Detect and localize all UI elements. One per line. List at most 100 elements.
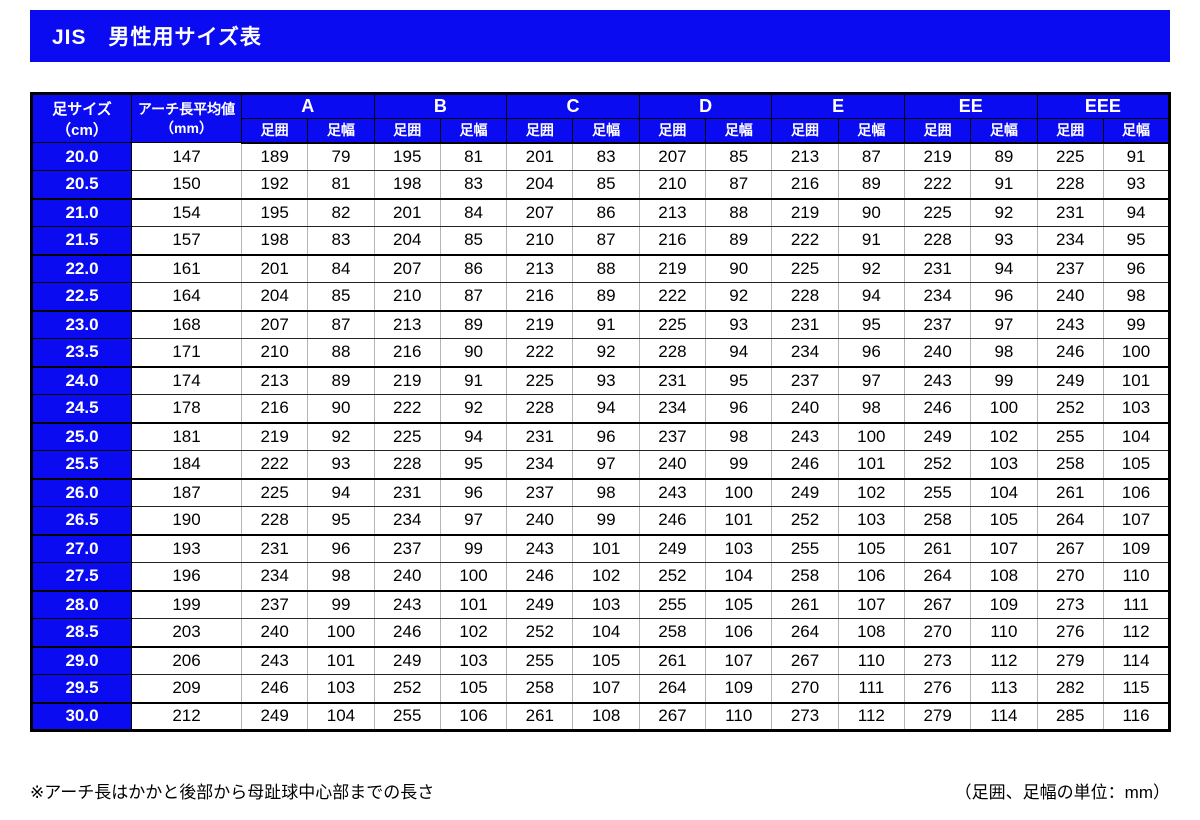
foot-girth-cell: 228 xyxy=(903,226,971,256)
foot-width-cell: 88 xyxy=(572,254,640,283)
arch-length-cell: 196 xyxy=(131,562,242,592)
foot-girth-cell: 213 xyxy=(771,142,839,171)
arch-length-header-line2: （mm） xyxy=(160,119,213,136)
foot-girth-cell: 240 xyxy=(506,506,573,536)
arch-length-cell: 150 xyxy=(131,170,242,200)
foot-girth-header: 足囲 xyxy=(638,118,707,144)
foot-width-cell: 102 xyxy=(439,618,507,648)
page-title: JIS 男性用サイズ表 xyxy=(52,26,262,49)
foot-width-cell: 109 xyxy=(970,590,1038,619)
foot-width-cell: 93 xyxy=(970,226,1038,256)
foot-girth-cell: 243 xyxy=(1036,310,1104,339)
foot-girth-cell: 264 xyxy=(1036,506,1104,536)
foot-width-header: 足幅 xyxy=(970,118,1038,144)
foot-girth-cell: 240 xyxy=(638,450,706,480)
foot-girth-cell: 240 xyxy=(240,618,308,648)
foot-girth-cell: 246 xyxy=(240,674,308,704)
foot-girth-cell: 213 xyxy=(240,366,308,395)
foot-girth-cell: 270 xyxy=(771,674,839,704)
foot-girth-cell: 255 xyxy=(1036,422,1104,451)
foot-width-cell: 83 xyxy=(439,170,507,200)
table-row: 27.0 193 231 96 237 99 243 101 249 103 255 105 261 10… xyxy=(31,534,1170,563)
foot-width-cell: 95 xyxy=(439,450,507,480)
foot-girth-cell: 228 xyxy=(373,450,441,480)
foot-width-cell: 108 xyxy=(572,702,640,731)
footnotes: ※アーチ長はかかと後部から母趾球中心部までの長さ （足囲、足幅の単位：mm） xyxy=(30,778,1170,803)
foot-girth-cell: 261 xyxy=(771,590,839,619)
foot-girth-cell: 189 xyxy=(240,142,308,171)
foot-width-cell: 107 xyxy=(837,590,905,619)
foot-girth-cell: 234 xyxy=(771,338,839,368)
foot-girth-cell: 270 xyxy=(1036,562,1104,592)
foot-width-cell: 103 xyxy=(705,534,772,563)
header-group-row: 足サイズ（cm） アーチ長平均値 （mm） A B C D E EE EEE xyxy=(31,93,1171,143)
foot-girth-cell: 267 xyxy=(638,702,706,731)
foot-girth-cell: 222 xyxy=(373,394,441,424)
foot-girth-cell: 213 xyxy=(373,310,441,339)
arch-length-cell: 209 xyxy=(131,674,242,704)
table-row: 25.0 181 219 92 225 94 231 96 237 98 243 100 249 102 2… xyxy=(31,422,1170,451)
foot-girth-cell: 249 xyxy=(240,702,308,731)
foot-width-cell: 89 xyxy=(837,170,905,200)
foot-width-cell: 83 xyxy=(307,226,375,256)
foot-width-cell: 92 xyxy=(837,254,905,283)
arch-length-cell: 190 xyxy=(131,506,242,536)
foot-width-cell: 79 xyxy=(307,142,375,171)
foot-girth-cell: 192 xyxy=(240,170,308,200)
foot-width-cell: 99 xyxy=(307,590,375,619)
foot-girth-cell: 228 xyxy=(1036,170,1104,200)
foot-width-cell: 110 xyxy=(837,646,905,675)
foot-width-cell: 98 xyxy=(837,394,905,424)
foot-girth-cell: 249 xyxy=(373,646,441,675)
foot-girth-cell: 213 xyxy=(638,198,706,227)
foot-girth-cell: 249 xyxy=(903,422,971,451)
foot-width-cell: 96 xyxy=(837,338,905,368)
foot-width-cell: 101 xyxy=(572,534,640,563)
arch-length-cell: 181 xyxy=(131,422,242,451)
foot-width-cell: 108 xyxy=(837,618,905,648)
foot-width-cell: 101 xyxy=(307,646,375,675)
foot-size-cell: 21.0 xyxy=(31,198,132,227)
foot-width-cell: 99 xyxy=(1102,310,1170,339)
foot-width-cell: 109 xyxy=(1102,534,1170,563)
foot-width-header: 足幅 xyxy=(439,118,508,144)
foot-width-cell: 94 xyxy=(307,478,375,507)
foot-girth-cell: 252 xyxy=(373,674,441,704)
table-row: 26.0 187 225 94 231 96 237 98 243 100 249 102 255 104… xyxy=(31,478,1170,507)
foot-girth-cell: 273 xyxy=(1036,590,1104,619)
foot-width-cell: 107 xyxy=(970,534,1038,563)
arch-length-cell: 168 xyxy=(131,310,242,339)
foot-girth-cell: 246 xyxy=(506,562,573,592)
foot-width-cell: 94 xyxy=(837,282,905,312)
foot-girth-cell: 222 xyxy=(240,450,308,480)
foot-girth-cell: 273 xyxy=(903,646,971,675)
foot-girth-cell: 267 xyxy=(1036,534,1104,563)
arch-length-cell: 154 xyxy=(131,198,242,227)
foot-width-cell: 97 xyxy=(572,450,640,480)
foot-size-cell: 26.0 xyxy=(31,478,132,507)
foot-width-cell: 91 xyxy=(837,226,905,256)
foot-width-cell: 100 xyxy=(307,618,375,648)
foot-girth-cell: 198 xyxy=(240,226,308,256)
foot-width-cell: 109 xyxy=(705,674,772,704)
foot-girth-cell: 231 xyxy=(771,310,839,339)
foot-width-cell: 85 xyxy=(572,170,640,200)
foot-width-header: 足幅 xyxy=(572,118,640,144)
foot-girth-cell: 210 xyxy=(506,226,573,256)
table-row: 20.5 150 192 81 198 83 204 85 210 87 216 89 222 91 228… xyxy=(31,170,1170,200)
foot-width-cell: 89 xyxy=(705,226,772,256)
foot-girth-cell: 216 xyxy=(240,394,308,424)
foot-girth-cell: 231 xyxy=(373,478,441,507)
foot-width-cell: 108 xyxy=(970,562,1038,592)
foot-width-cell: 105 xyxy=(572,646,640,675)
foot-width-cell: 94 xyxy=(1102,198,1170,227)
foot-width-cell: 97 xyxy=(837,366,905,395)
foot-width-cell: 86 xyxy=(439,254,507,283)
foot-girth-cell: 255 xyxy=(638,590,706,619)
foot-size-cell: 22.5 xyxy=(31,282,132,312)
arch-length-cell: 193 xyxy=(131,534,242,563)
foot-girth-cell: 258 xyxy=(1036,450,1104,480)
foot-width-cell: 96 xyxy=(705,394,772,424)
foot-girth-cell: 249 xyxy=(506,590,573,619)
foot-width-cell: 93 xyxy=(572,366,640,395)
